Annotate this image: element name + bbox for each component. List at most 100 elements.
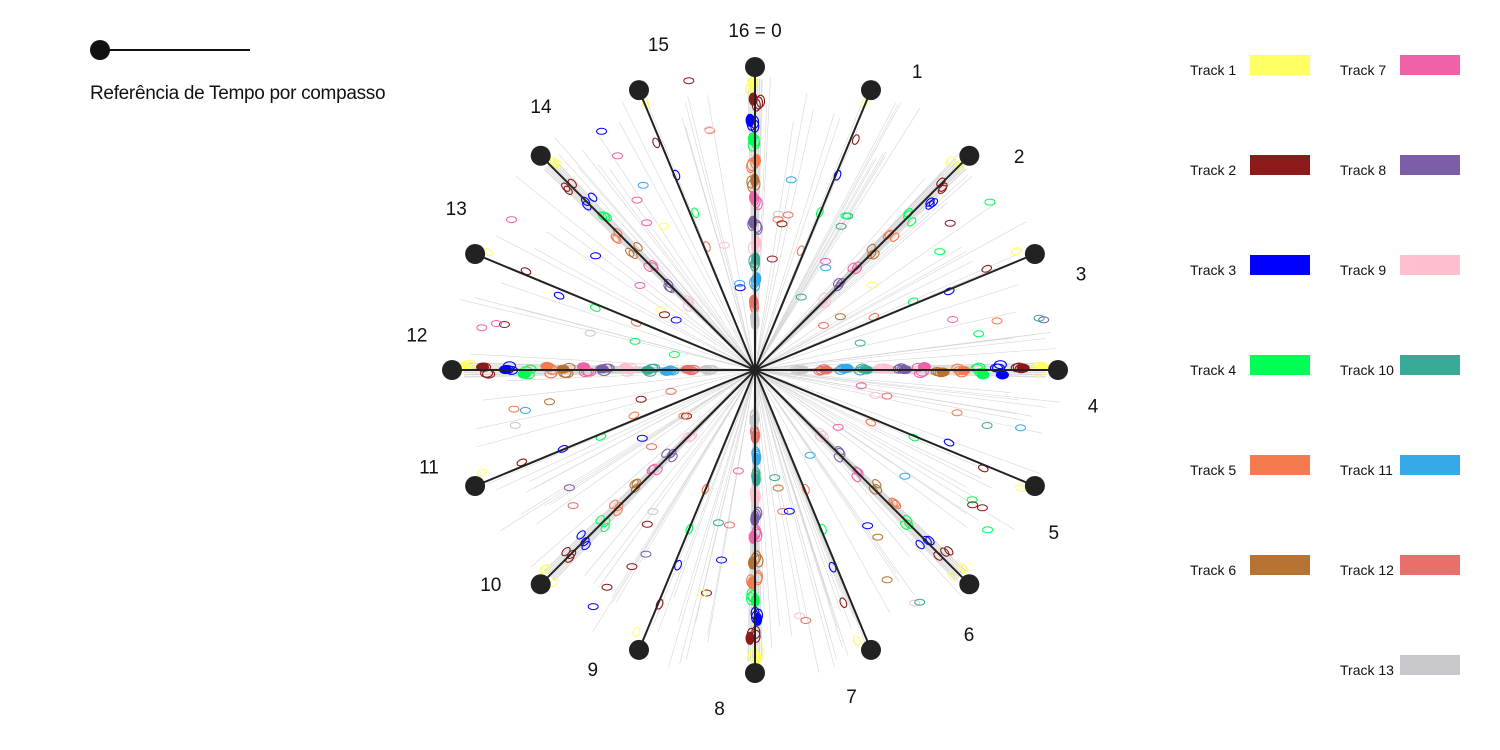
offset-ray	[754, 369, 900, 582]
offset-ray	[754, 177, 926, 371]
offset-ray	[754, 369, 849, 656]
note-marker	[934, 248, 946, 256]
note-marker	[506, 216, 517, 224]
offset-ray	[531, 369, 756, 568]
legend-swatch	[1400, 455, 1460, 475]
offset-ray	[754, 369, 842, 612]
offset-ray	[754, 102, 896, 371]
position-dot	[959, 574, 980, 595]
offset-ray	[533, 247, 756, 371]
offset-ray	[598, 369, 756, 588]
legend-label: Track 3	[1190, 262, 1237, 278]
note-marker	[703, 126, 715, 134]
note-marker	[967, 501, 979, 509]
legend-swatch	[1400, 555, 1460, 575]
position-label: 10	[480, 575, 501, 596]
spoke	[539, 369, 756, 586]
note-marker	[634, 281, 646, 289]
offset-ray	[754, 122, 794, 371]
spoke	[754, 253, 1036, 371]
note-marker	[840, 212, 852, 220]
position-label: 16 = 0	[728, 21, 781, 42]
offset-ray	[754, 369, 993, 489]
note-marker	[981, 264, 993, 273]
offset-ray	[673, 369, 756, 598]
offset-ray	[668, 369, 756, 668]
offset-ray	[754, 369, 1019, 401]
note-marker	[966, 496, 978, 504]
note-marker	[751, 508, 761, 522]
offset-ray	[679, 369, 756, 664]
legend-swatch	[1400, 255, 1460, 275]
offset-ray	[615, 369, 756, 603]
note-marker	[628, 411, 640, 420]
note-marker	[976, 504, 988, 512]
note-marker	[628, 249, 638, 260]
note-marker	[776, 220, 788, 228]
legend-swatch	[1250, 255, 1310, 275]
legend-label: Track 2	[1190, 162, 1237, 178]
offset-ray	[515, 175, 756, 371]
legend-label: Track 1	[1190, 62, 1237, 78]
offset-ray	[754, 369, 1061, 403]
note-marker	[894, 363, 908, 373]
note-bar	[754, 168, 967, 371]
position-dot	[629, 639, 649, 660]
note-marker	[945, 156, 955, 166]
offset-ray	[584, 369, 756, 576]
note-marker	[576, 530, 586, 540]
position-dot	[1024, 476, 1045, 496]
note-marker	[580, 537, 590, 547]
note-marker	[940, 547, 950, 557]
position-label: 8	[714, 699, 725, 720]
offset-ray	[754, 369, 1041, 474]
note-marker	[872, 533, 884, 541]
offset-ray	[754, 369, 968, 515]
spoke	[754, 369, 1036, 487]
note-marker	[748, 589, 758, 604]
note-marker	[1038, 316, 1050, 324]
offset-ray	[681, 117, 756, 371]
note-marker	[658, 222, 670, 230]
note-marker	[647, 508, 659, 516]
note-marker	[922, 535, 932, 546]
offset-ray	[754, 369, 1043, 434]
spoke	[638, 89, 756, 371]
offset-ray	[754, 369, 843, 649]
offset-ray	[754, 251, 967, 371]
note-marker	[498, 321, 510, 328]
note-marker	[553, 291, 565, 300]
note-marker	[633, 242, 643, 252]
offset-ray	[597, 164, 756, 371]
note-marker	[930, 366, 944, 377]
note-marker	[890, 498, 900, 508]
note-marker	[862, 522, 874, 530]
note-marker	[915, 367, 929, 377]
position-dot	[530, 574, 551, 595]
legend-label: Track 10	[1340, 362, 1394, 378]
legend-swatch	[1250, 55, 1310, 75]
offset-ray	[685, 102, 756, 371]
note-marker	[509, 421, 521, 429]
offset-ray	[754, 369, 1025, 421]
note-marker	[668, 452, 678, 463]
note-marker	[818, 523, 827, 535]
note-marker	[947, 570, 957, 581]
offset-ray	[754, 338, 1046, 371]
note-marker	[907, 217, 917, 227]
note-marker	[751, 489, 761, 503]
note-marker	[734, 284, 746, 292]
note-marker	[637, 181, 649, 189]
offset-ray	[754, 369, 915, 596]
spoke	[539, 154, 756, 371]
offset-ray	[754, 201, 948, 371]
note-marker	[882, 230, 893, 241]
offset-ray	[695, 369, 756, 623]
note-marker	[872, 479, 882, 489]
legend-swatch	[1250, 355, 1310, 375]
note-marker	[991, 317, 1003, 325]
offset-ray	[754, 104, 899, 371]
position-label: 15	[648, 35, 669, 56]
note-marker	[772, 484, 784, 492]
